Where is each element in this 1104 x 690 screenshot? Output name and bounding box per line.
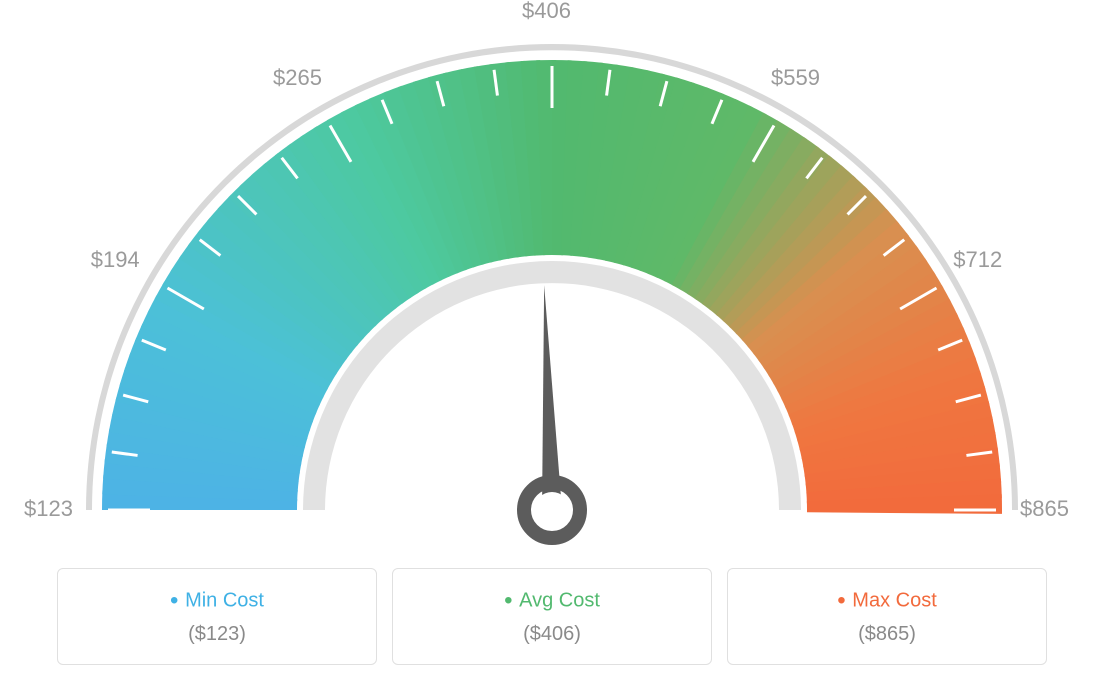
legend-avg-label: Avg Cost <box>403 587 701 615</box>
legend-avg: Avg Cost ($406) <box>392 568 712 665</box>
legend-max-label: Max Cost <box>738 587 1036 615</box>
legend-avg-value: ($406) <box>403 623 701 646</box>
gauge-tick-label: $406 <box>522 0 571 24</box>
gauge-tick-label: $123 <box>24 496 73 522</box>
gauge-tick-label: $865 <box>1020 496 1069 522</box>
legend-row: Min Cost ($123) Avg Cost ($406) Max Cost… <box>0 568 1104 665</box>
gauge-chart: $123$194$265$406$559$712$865 <box>0 20 1104 580</box>
gauge-tick-label: $194 <box>91 247 140 273</box>
legend-min: Min Cost ($123) <box>57 568 377 665</box>
gauge-tick-label: $712 <box>953 247 1002 273</box>
legend-max: Max Cost ($865) <box>727 568 1047 665</box>
legend-min-value: ($123) <box>68 623 366 646</box>
legend-max-value: ($865) <box>738 623 1036 646</box>
gauge-svg <box>0 20 1104 580</box>
gauge-tick-label: $559 <box>771 65 820 91</box>
legend-min-label: Min Cost <box>68 587 366 615</box>
gauge-tick-label: $265 <box>273 65 322 91</box>
